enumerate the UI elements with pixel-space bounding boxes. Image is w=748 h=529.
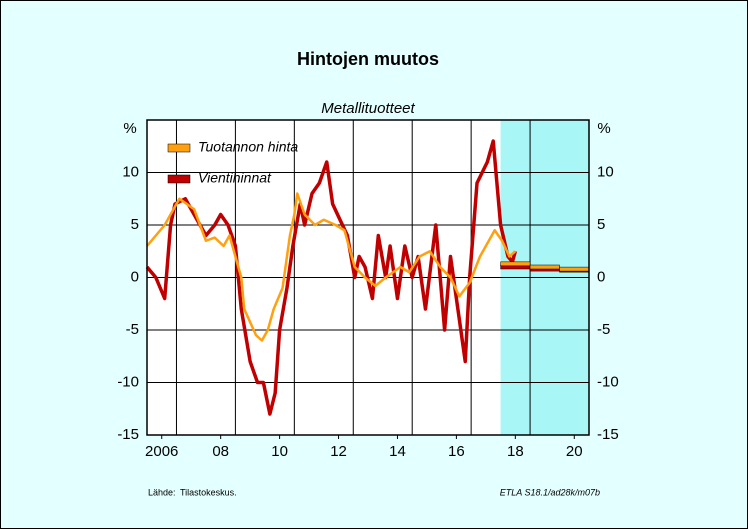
plot-frame bbox=[146, 119, 590, 436]
chart-title: Hintojen muutos bbox=[297, 49, 439, 69]
x-tick-label: 14 bbox=[389, 443, 406, 460]
source: Tilastokeskus. bbox=[180, 487, 237, 497]
x-tick-label: 10 bbox=[271, 443, 288, 460]
x-tick-label: 12 bbox=[330, 443, 347, 460]
y2-tick-label: 0 bbox=[597, 268, 605, 285]
x-tick-label: 2006 bbox=[145, 443, 178, 460]
series-line bbox=[146, 192, 517, 342]
y2-axis-label: % bbox=[597, 120, 610, 137]
legend-label: Tuotannon hinta bbox=[198, 139, 298, 155]
y2-tick-label: -15 bbox=[597, 426, 619, 443]
y2-tick-label: 5 bbox=[597, 216, 605, 233]
legend-swatch bbox=[167, 174, 191, 184]
y2-tick-label: -10 bbox=[597, 373, 619, 390]
forecast-bar bbox=[559, 266, 590, 272]
x-tick-label: 08 bbox=[212, 443, 229, 460]
forecast-bar bbox=[529, 264, 560, 270]
y-tick-label: -15 bbox=[117, 426, 139, 443]
y-tick-label: 5 bbox=[131, 216, 139, 233]
x-tick-label: 20 bbox=[566, 443, 583, 460]
y-axis-label: % bbox=[123, 120, 136, 137]
x-tick-label: 16 bbox=[448, 443, 465, 460]
x-tick-label: 18 bbox=[507, 443, 524, 460]
legend-swatch bbox=[167, 143, 191, 153]
y-tick-label: 0 bbox=[131, 268, 139, 285]
chart-subtitle: Metallituotteet bbox=[321, 100, 415, 117]
y2-tick-label: -5 bbox=[597, 321, 610, 338]
series-line bbox=[145, 139, 518, 416]
chart-code: ETLA S18.1/ad28k/m07b bbox=[500, 487, 600, 497]
forecast-bar bbox=[500, 261, 531, 267]
y-tick-label: -10 bbox=[117, 373, 139, 390]
y-tick-label: 10 bbox=[122, 163, 139, 180]
y-tick-label: -5 bbox=[126, 321, 139, 338]
legend-label: Vientihinnat bbox=[198, 170, 272, 186]
y2-tick-label: 10 bbox=[597, 163, 614, 180]
source-label: Lähde: bbox=[148, 487, 176, 497]
